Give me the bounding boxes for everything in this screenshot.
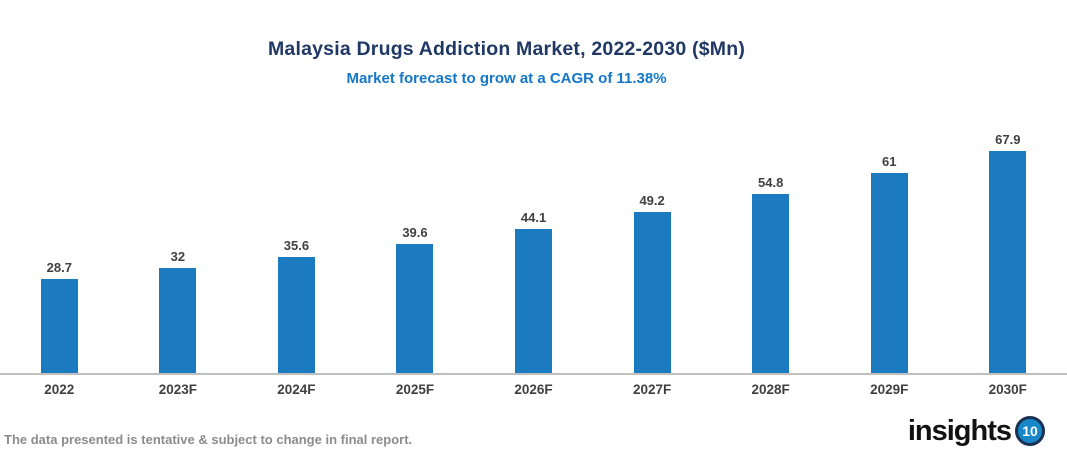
x-tick-2022: 2022 (44, 382, 75, 397)
bars-row: 28.7 32 35.6 39.6 44.1 49.2 (0, 100, 1067, 375)
logo-wordmark: insights (907, 414, 1012, 447)
bar-group-2025f: 39.6 (356, 224, 475, 373)
bar-group-2023f: 32 (119, 249, 238, 373)
bar-2022 (40, 279, 78, 373)
chart-subtitle: Market forecast to grow at a CAGR of 11.… (346, 70, 667, 87)
bar-group-2028f: 54.8 (711, 175, 830, 373)
chart-header: Malaysia Drugs Addiction Market, 2022-20… (0, 38, 1013, 87)
bar-group-2027f: 49.2 (593, 193, 712, 373)
logo-10-badge: 10 (1015, 416, 1045, 446)
bar-2025f (396, 243, 434, 373)
bar-group-2024f: 35.6 (237, 237, 356, 373)
x-tick-2025f: 2025F (395, 382, 435, 397)
x-tick-2027f: 2027F (632, 382, 672, 397)
bar-value-label: 49.2 (639, 193, 665, 208)
x-axis-labels: 2022 2023F 2024F 2025F 2026F 2027F 2028F… (0, 375, 1067, 397)
bar-group-2026f: 44.1 (474, 210, 593, 373)
bar-value-label: 39.6 (402, 224, 428, 240)
x-tick-2023f: 2023F (158, 382, 197, 397)
x-tick-2024f: 2024F (277, 382, 316, 397)
bar-2027f (633, 212, 671, 373)
bar-value-label: 28.7 (46, 260, 72, 276)
bar-value-label: 67.9 (995, 131, 1021, 147)
x-tick-2030f: 2030F (988, 382, 1027, 397)
bar-value-label: 32 (170, 249, 186, 265)
bar-group-2029f: 61 (830, 154, 949, 373)
bar-value-label: 54.8 (758, 174, 784, 190)
bar-2030f (989, 150, 1027, 373)
bar-2026f (515, 228, 553, 373)
bar-value-label: 61 (881, 154, 897, 170)
chart-title: Malaysia Drugs Addiction Market, 2022-20… (267, 38, 746, 60)
bar-group-2022: 28.7 (0, 260, 119, 373)
bar-2023f (159, 268, 197, 373)
x-tick-2026f: 2026F (514, 382, 553, 397)
x-tick-2029f: 2029F (870, 382, 909, 397)
bar-value-label: 35.6 (283, 237, 310, 253)
bar-group-2030f: 67.9 (949, 132, 1067, 373)
x-tick-2028f: 2028F (751, 382, 790, 397)
bar-2029f (870, 173, 908, 373)
insights10-logo: insights 10 (908, 416, 1045, 446)
bar-2024f (277, 256, 315, 373)
disclaimer-text: The data presented is tentative & subjec… (4, 432, 413, 447)
plot-area: 28.7 32 35.6 39.6 44.1 49.2 (0, 100, 1067, 397)
bar-value-label: 44.1 (520, 209, 547, 225)
bar-2028f (752, 193, 790, 373)
